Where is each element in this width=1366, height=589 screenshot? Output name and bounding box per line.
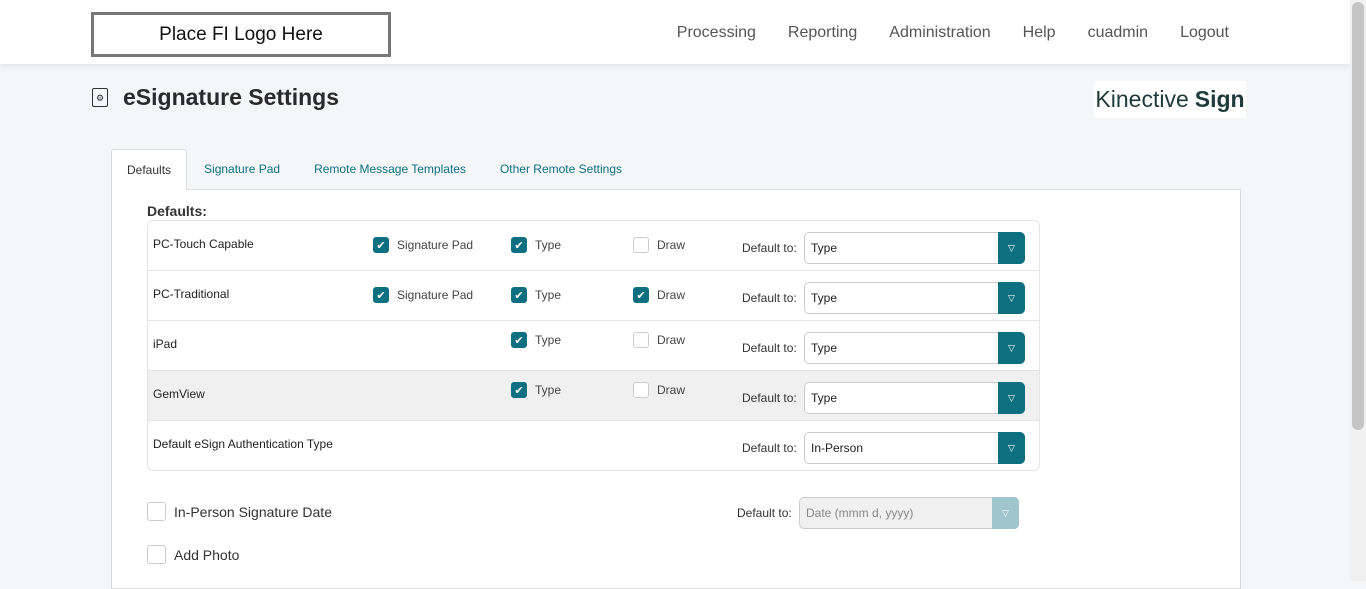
row-label: PC-Touch Capable [153, 237, 254, 251]
date-format-placeholder: Date (mmm d, yyyy) [806, 506, 914, 520]
draw-checkbox[interactable] [633, 237, 649, 253]
main-nav: Processing Reporting Administration Help… [677, 24, 1229, 42]
table-row: PC-Traditional ✔ Signature Pad ✔ Type ✔ Draw De… [148, 271, 1039, 321]
add-photo-label: Add Photo [174, 546, 240, 563]
draw-option[interactable]: Draw [633, 237, 685, 253]
top-bar: Place FI Logo Here Processing Reporting … [0, 0, 1350, 64]
type-label: Type [535, 288, 562, 302]
tab-remote-message-templates[interactable]: Remote Message Templates [314, 162, 466, 176]
default-to-label: Default to: [742, 241, 797, 255]
type-option[interactable]: ✔ Type [511, 382, 561, 398]
default-select-value: In-Person [811, 441, 864, 455]
nav-user[interactable]: cuadmin [1087, 24, 1149, 41]
draw-checkbox[interactable] [633, 332, 649, 348]
sigpad-option[interactable]: ✔ Signature Pad [373, 287, 473, 303]
add-photo-checkbox[interactable] [147, 545, 166, 564]
table-row: GemView ✔ Type Draw Default to: Type ▽ [148, 371, 1039, 421]
chevron-down-icon[interactable]: ▽ [998, 382, 1025, 414]
sigpad-checkbox[interactable]: ✔ [373, 287, 389, 303]
section-label: Defaults: [147, 203, 207, 219]
chevron-down-icon[interactable]: ▽ [998, 432, 1025, 464]
brand-bold: Sign [1194, 86, 1245, 112]
default-to-label: Default to: [742, 291, 797, 305]
brand-logo: Kinective Sign [1094, 81, 1246, 118]
brand-light: Kinective [1095, 86, 1189, 112]
tab-other-remote-settings[interactable]: Other Remote Settings [499, 162, 623, 176]
row-label: PC-Traditional [153, 287, 230, 301]
nav-help[interactable]: Help [1022, 24, 1056, 41]
default-select[interactable]: Type ▽ [804, 332, 1025, 364]
table-row: iPad ✔ Type Draw Default to: Type ▽ [148, 321, 1039, 371]
default-select-value: Type [811, 291, 838, 305]
sigpad-label: Signature Pad [397, 238, 474, 252]
type-option[interactable]: ✔ Type [511, 287, 561, 303]
page-title: eSignature Settings [123, 84, 339, 110]
sigpad-label: Signature Pad [397, 288, 474, 302]
default-select-value: Type [811, 341, 838, 355]
in-person-date-label: In-Person Signature Date [174, 503, 332, 520]
type-checkbox[interactable]: ✔ [511, 237, 527, 253]
default-select[interactable]: Type ▽ [804, 282, 1025, 314]
date-default-label: Default to: [737, 506, 792, 520]
add-photo-option[interactable]: Add Photo [147, 545, 239, 564]
tabs: Defaults Signature Pad Remote Message Te… [111, 149, 639, 190]
type-label: Type [535, 333, 562, 347]
row-label: iPad [153, 337, 178, 351]
settings-document-icon: ⚙ [92, 88, 108, 107]
nav-logout[interactable]: Logout [1180, 24, 1229, 41]
default-to-label: Default to: [742, 391, 797, 405]
chevron-down-icon[interactable]: ▽ [992, 497, 1019, 529]
defaults-table: PC-Touch Capable ✔ Signature Pad ✔ Type Draw D… [147, 220, 1040, 471]
draw-checkbox[interactable]: ✔ [633, 287, 649, 303]
in-person-date-checkbox[interactable] [147, 502, 166, 521]
chevron-down-icon[interactable]: ▽ [998, 332, 1025, 364]
default-select[interactable]: Type ▽ [804, 232, 1025, 264]
draw-label: Draw [657, 288, 686, 302]
nav-administration[interactable]: Administration [889, 24, 991, 41]
chevron-down-icon[interactable]: ▽ [998, 232, 1025, 264]
draw-option[interactable]: ✔ Draw [633, 287, 685, 303]
type-option[interactable]: ✔ Type [511, 332, 561, 348]
sigpad-option[interactable]: ✔ Signature Pad [373, 237, 473, 253]
row-label: Default eSign Authentication Type [153, 437, 333, 451]
table-row: PC-Touch Capable ✔ Signature Pad ✔ Type Draw D… [148, 221, 1039, 271]
row-label: GemView [153, 387, 205, 401]
draw-label: Draw [657, 383, 686, 397]
table-row: Default eSign Authentication Type Default… [148, 421, 1039, 470]
default-to-label: Default to: [742, 341, 797, 355]
default-select-value: Type [811, 241, 838, 255]
scrollbar[interactable] [1350, 0, 1366, 581]
draw-option[interactable]: Draw [633, 332, 685, 348]
draw-label: Draw [657, 238, 686, 252]
nav-processing[interactable]: Processing [676, 24, 756, 41]
default-to-label: Default to: [742, 441, 797, 455]
chevron-down-icon[interactable]: ▽ [998, 282, 1025, 314]
date-format-select[interactable]: Date (mmm d, yyyy) ▽ [799, 497, 1019, 529]
default-select[interactable]: In-Person ▽ [804, 432, 1025, 464]
draw-option[interactable]: Draw [633, 382, 685, 398]
type-checkbox[interactable]: ✔ [511, 382, 527, 398]
default-select[interactable]: Type ▽ [804, 382, 1025, 414]
draw-checkbox[interactable] [633, 382, 649, 398]
fi-logo: Place FI Logo Here [91, 12, 391, 57]
draw-label: Draw [657, 333, 686, 347]
type-checkbox[interactable]: ✔ [511, 332, 527, 348]
type-label: Type [535, 383, 562, 397]
nav-reporting[interactable]: Reporting [787, 24, 858, 41]
tab-signature-pad[interactable]: Signature Pad [204, 162, 281, 176]
type-label: Type [535, 238, 562, 252]
type-option[interactable]: ✔ Type [511, 237, 561, 253]
tab-defaults[interactable]: Defaults [111, 149, 188, 190]
default-select-value: Type [811, 391, 838, 405]
in-person-date-option[interactable]: In-Person Signature Date [147, 502, 332, 521]
type-checkbox[interactable]: ✔ [511, 287, 527, 303]
sigpad-checkbox[interactable]: ✔ [373, 237, 389, 253]
scrollbar-thumb[interactable] [1352, 2, 1364, 430]
